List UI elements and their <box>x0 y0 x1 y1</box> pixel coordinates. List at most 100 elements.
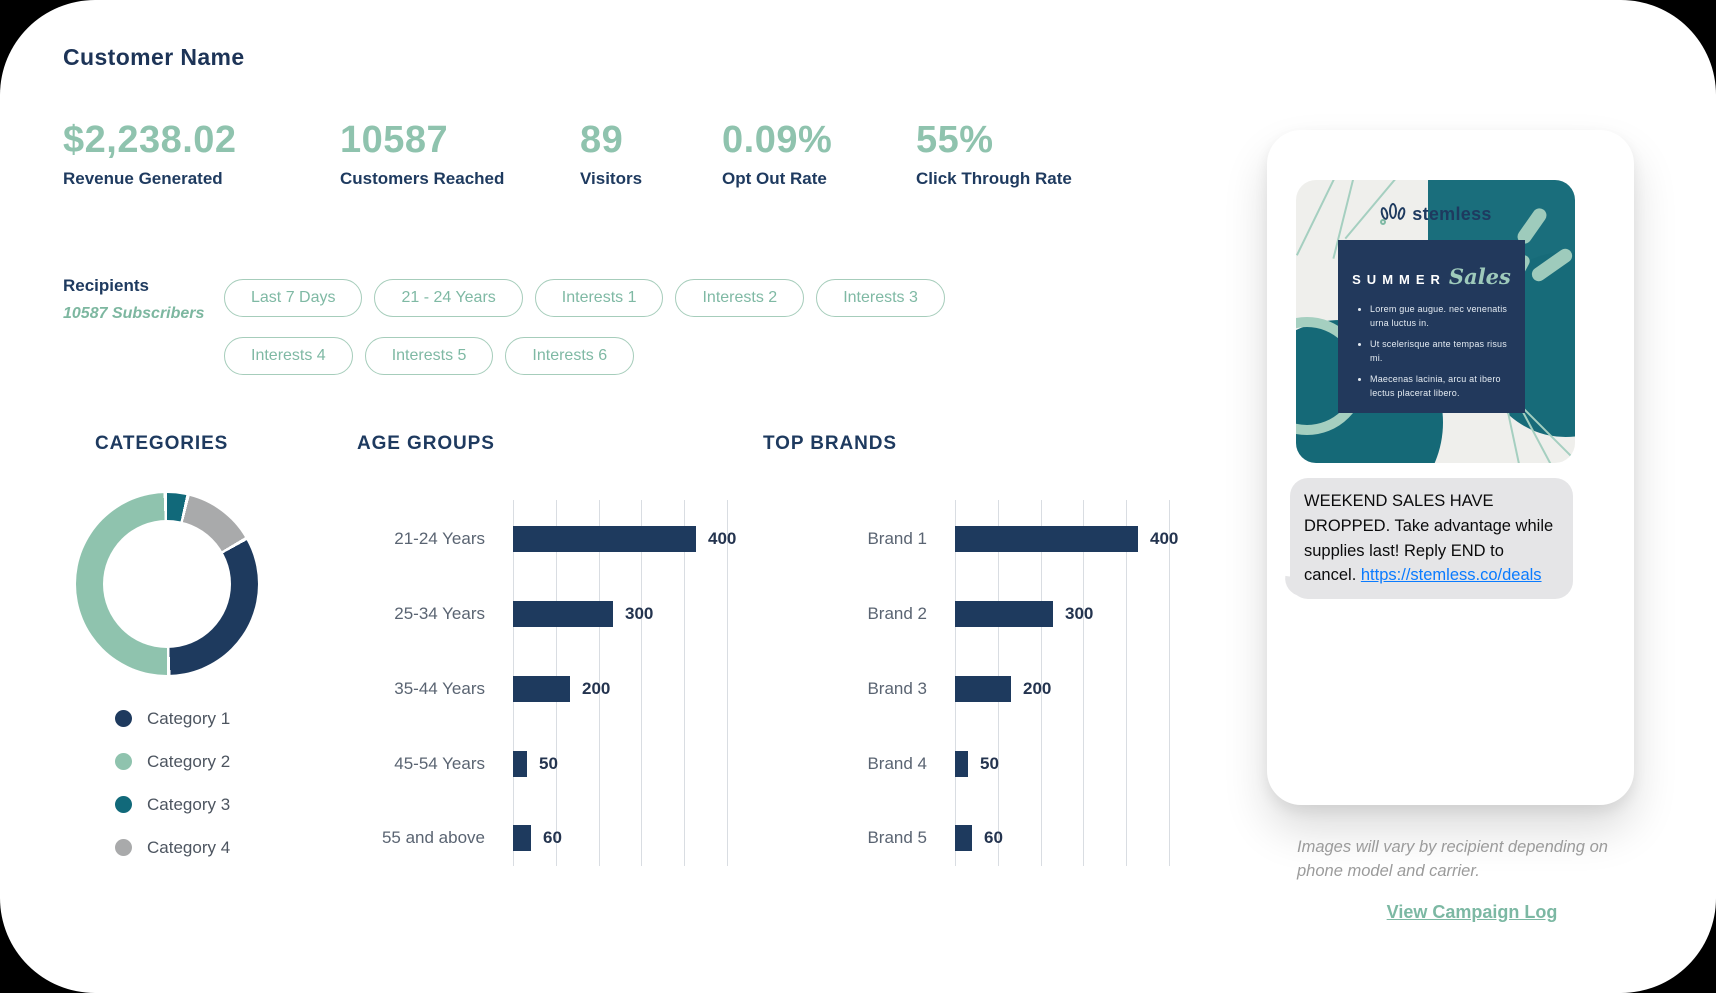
bar-category-label: 25-34 Years <box>394 604 485 623</box>
sms-deals-link[interactable]: https://stemless.co/deals <box>1360 566 1542 585</box>
legend-dot <box>115 753 132 770</box>
categories-title: CATEGORIES <box>95 433 229 454</box>
phone-preview: stemless SUMMER Sales Lorem gue augue. n… <box>1267 130 1634 805</box>
filter-pill[interactable]: Last 7 Days <box>224 279 363 317</box>
view-campaign-log-link[interactable]: View Campaign Log <box>1386 902 1558 922</box>
bar-row: 45-54 Years 50 <box>360 751 740 777</box>
sms-bubble-tail <box>1282 575 1304 597</box>
promo-bullet-list: Lorem gue augue. nec venenatis urna luct… <box>1352 303 1511 400</box>
filter-pill[interactable]: Interests 1 <box>534 279 664 317</box>
bar-row: Brand 3 200 <box>802 676 1182 702</box>
legend-dot <box>115 710 132 727</box>
filter-pill[interactable]: Interests 6 <box>505 337 635 375</box>
bar-value-label: 300 <box>1065 604 1094 623</box>
bar <box>513 676 570 702</box>
legend-item: Category 4 <box>115 826 230 869</box>
categories-legend: Category 1 Category 2 Category 3 Category 4 <box>115 697 230 869</box>
stat-label: Opt Out Rate <box>722 168 827 188</box>
promo-bullet: Lorem gue augue. nec venenatis urna luct… <box>1370 303 1509 330</box>
legend-item: Category 3 <box>115 783 230 826</box>
filter-pill[interactable]: Interests 3 <box>816 279 945 317</box>
filter-pill[interactable]: 21 - 24 Years <box>374 279 523 317</box>
subscribers-count: 10587 Subscribers <box>63 305 205 322</box>
legend-label: Category 2 <box>147 751 231 771</box>
bar-row: 35-44 Years 200 <box>360 676 740 702</box>
filter-pill[interactable]: Interests 5 <box>364 337 494 375</box>
bar-category-label: Brand 4 <box>867 754 927 773</box>
bar-value-label: 50 <box>539 754 558 773</box>
bar-value-label: 200 <box>1023 679 1052 698</box>
page-title: Customer Name <box>63 44 245 70</box>
bar-category-label: 45-54 Years <box>394 754 485 773</box>
stat-value: 10587 <box>340 119 449 161</box>
bar-category-label: 35-44 Years <box>394 679 485 698</box>
legend-item: Category 2 <box>115 740 230 783</box>
bar <box>513 825 531 851</box>
filter-pill[interactable]: Interests 4 <box>224 337 353 375</box>
bar <box>513 601 613 627</box>
gridline <box>684 500 685 866</box>
stat-revenue: $2,238.02 Revenue Generated <box>63 118 237 189</box>
legend-label: Category 1 <box>147 708 231 728</box>
stat-label: Revenue Generated <box>63 168 223 188</box>
stat-value: 0.09% <box>722 119 833 161</box>
bar <box>955 751 968 777</box>
bar-value-label: 60 <box>543 828 562 847</box>
bar-row: 55 and above 60 <box>360 825 740 851</box>
promo-headline-sales: Sales <box>1448 264 1511 289</box>
bar <box>955 676 1011 702</box>
bar-category-label: Brand 1 <box>867 529 927 548</box>
promo-bullet: Maecenas lacinia, arcu at ibero lectus p… <box>1370 373 1509 400</box>
legend-item: Category 1 <box>115 697 230 740</box>
gridline <box>641 500 642 866</box>
bar <box>513 751 527 777</box>
legend-label: Category 4 <box>147 837 231 857</box>
stat-label: Customers Reached <box>340 168 505 188</box>
bar-row: 25-34 Years 300 <box>360 601 740 627</box>
bar <box>955 526 1138 552</box>
legend-label: Category 3 <box>147 794 231 814</box>
bar-value-label: 300 <box>625 604 654 623</box>
stat-value: 89 <box>580 119 624 161</box>
bar-category-label: 55 and above <box>381 828 485 847</box>
gridline <box>727 500 728 866</box>
gridline <box>1083 500 1084 866</box>
stat-visitors: 89 Visitors <box>580 118 642 189</box>
stemless-leaf-icon <box>1379 202 1407 226</box>
gridline <box>599 500 600 866</box>
legend-dot <box>115 839 132 856</box>
promo-headline: SUMMER Sales <box>1352 264 1511 289</box>
image-disclaimer: Images will vary by recipient depending … <box>1297 838 1608 880</box>
top-brands-title: TOP BRANDS <box>763 433 897 454</box>
recipients-label: Recipients <box>63 276 149 295</box>
gridline <box>1126 500 1127 866</box>
sms-message-bubble: WEEKEND SALES HAVE DROPPED. Take advanta… <box>1282 478 1573 599</box>
stat-click-through-rate: 55% Click Through Rate <box>916 118 1072 189</box>
gridline <box>1169 500 1170 866</box>
stat-customers-reached: 10587 Customers Reached <box>340 118 504 189</box>
bar-category-label: Brand 3 <box>867 679 927 698</box>
stat-label: Visitors <box>580 168 643 188</box>
promo-navy-box: SUMMER Sales Lorem gue augue. nec venena… <box>1338 240 1525 413</box>
recipient-filter-pills: Last 7 Days 21 - 24 Years Interests 1 Inter… <box>224 279 999 375</box>
legend-dot <box>115 796 132 813</box>
bar-category-label: Brand 5 <box>867 828 927 847</box>
categories-donut-chart <box>76 493 258 675</box>
bar-value-label: 200 <box>582 679 611 698</box>
age-groups-bar-chart: 21-24 Years 400 25-34 Years 300 35-44 Years 2… <box>360 500 740 868</box>
age-groups-title: AGE GROUPS <box>357 433 495 454</box>
stat-value: $2,238.02 <box>63 119 237 161</box>
stat-label: Click Through Rate <box>916 168 1072 188</box>
stat-opt-out-rate: 0.09% Opt Out Rate <box>722 118 832 189</box>
filter-pill[interactable]: Interests 2 <box>675 279 805 317</box>
bar-row: 21-24 Years 400 <box>360 526 740 552</box>
bar-row: Brand 1 400 <box>802 526 1182 552</box>
bar-category-label: 21-24 Years <box>394 529 485 548</box>
bar <box>513 526 696 552</box>
bar-value-label: 400 <box>708 529 737 548</box>
top-brands-bar-chart: Brand 1 400 Brand 2 300 Brand 3 200 Brand 4 50 B… <box>802 500 1182 868</box>
mms-promo-image: stemless SUMMER Sales Lorem gue augue. n… <box>1296 180 1575 463</box>
stemless-logo-text: stemless <box>1412 203 1492 224</box>
promo-bullet: Ut scelerisque ante tempas risus mi. <box>1370 338 1509 365</box>
